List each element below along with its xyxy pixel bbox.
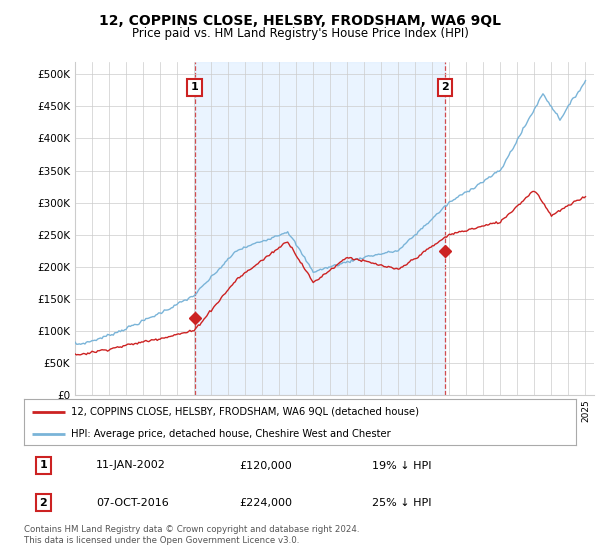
Text: £120,000: £120,000 xyxy=(239,460,292,470)
Text: 12, COPPINS CLOSE, HELSBY, FRODSHAM, WA6 9QL (detached house): 12, COPPINS CLOSE, HELSBY, FRODSHAM, WA6… xyxy=(71,407,419,417)
Bar xyxy=(194,62,445,395)
Text: 1: 1 xyxy=(191,82,199,92)
Text: £224,000: £224,000 xyxy=(239,498,292,507)
Text: 1: 1 xyxy=(40,460,47,470)
Text: 2: 2 xyxy=(40,498,47,507)
Text: 07-OCT-2016: 07-OCT-2016 xyxy=(96,498,169,507)
Text: Price paid vs. HM Land Registry's House Price Index (HPI): Price paid vs. HM Land Registry's House … xyxy=(131,27,469,40)
Text: 19% ↓ HPI: 19% ↓ HPI xyxy=(372,460,431,470)
Text: HPI: Average price, detached house, Cheshire West and Chester: HPI: Average price, detached house, Ches… xyxy=(71,429,391,438)
Text: 25% ↓ HPI: 25% ↓ HPI xyxy=(372,498,431,507)
Text: 12, COPPINS CLOSE, HELSBY, FRODSHAM, WA6 9QL: 12, COPPINS CLOSE, HELSBY, FRODSHAM, WA6… xyxy=(99,14,501,28)
Text: 2: 2 xyxy=(441,82,449,92)
Text: Contains HM Land Registry data © Crown copyright and database right 2024.
This d: Contains HM Land Registry data © Crown c… xyxy=(24,525,359,545)
Text: 11-JAN-2002: 11-JAN-2002 xyxy=(96,460,166,470)
